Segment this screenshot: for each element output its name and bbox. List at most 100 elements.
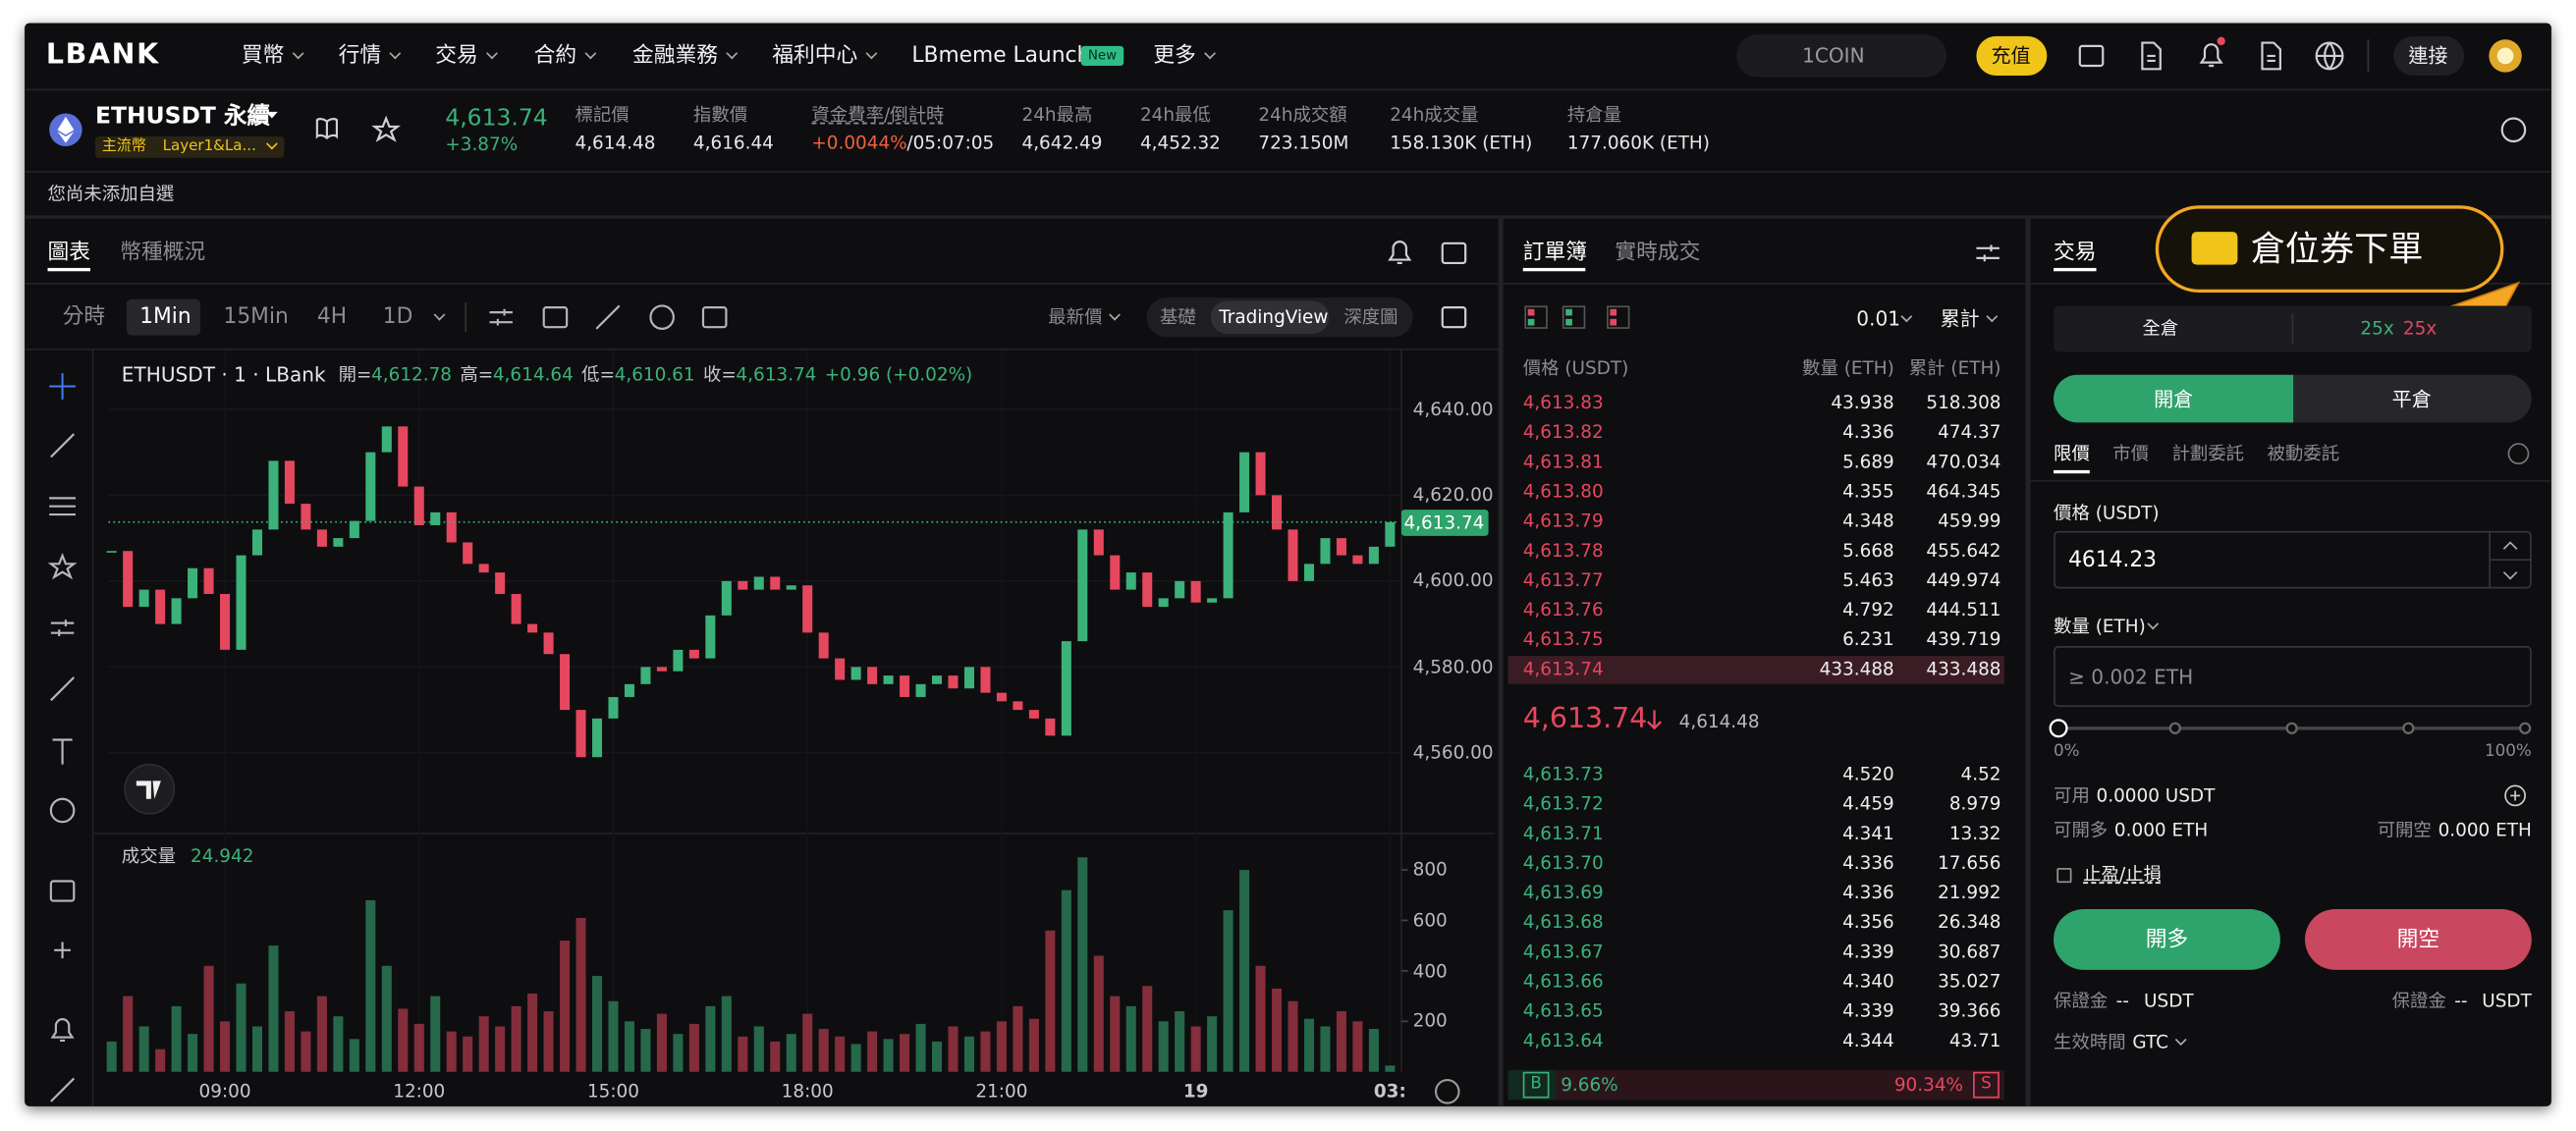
precision-select[interactable]: 0.01 [1856,307,1900,331]
nav-menu-item[interactable]: 福利中心 [772,43,858,69]
promo-text[interactable]: 倉位券下單 [2250,229,2424,269]
position-tab[interactable]: 平倉 [2391,387,2432,410]
order-type-tab[interactable]: 被動委託 [2267,443,2340,465]
orderbook-amount: 5.463 [1842,569,1894,592]
amount-input[interactable] [2054,646,2532,708]
order-type-tab[interactable]: 計劃委託 [2171,443,2245,465]
divider [465,302,467,333]
orderbook-price[interactable]: 4,613.66 [1522,971,1604,993]
nav-menu-item[interactable]: 交易 [435,43,478,69]
orderbook-price[interactable]: 4,613.74 [1522,659,1604,681]
nav-menu-item[interactable]: 合約 [533,43,577,69]
interval-option[interactable]: 分時 [62,304,106,330]
candle [1336,538,1346,556]
connect-button-text[interactable]: 連接 [2408,44,2448,68]
view-option[interactable]: 基礎 [1160,306,1196,329]
stat-label: 標記價 [575,104,630,127]
orderbook-price[interactable]: 4,613.73 [1522,762,1604,784]
funding-countdown: /05:07:05 [906,132,995,154]
nav-menu-item[interactable]: 金融業務 [632,43,719,69]
orderbook-total: 35.027 [1938,971,2001,993]
order-type-tab[interactable]: 限價 [2054,443,2090,465]
tpsl-label[interactable]: 止盈/止損 [2083,863,2162,886]
nav-menu-item[interactable]: LBmeme Launch [911,43,1091,69]
connect-button[interactable] [2393,35,2465,77]
logo: LBANK [45,38,160,72]
orderbook-price[interactable]: 4,613.64 [1522,1030,1604,1052]
orderbook-price[interactable]: 4,613.83 [1522,391,1604,413]
orderbook-price[interactable]: 4,613.78 [1522,540,1604,562]
buy-button[interactable] [2054,908,2280,970]
search-text[interactable]: 1COIN [1802,44,1865,68]
close-tab[interactable] [2293,374,2532,423]
candle [1385,521,1396,547]
orderbook-price[interactable]: 4,613.68 [1522,911,1604,934]
orderbook-price[interactable]: 4,613.67 [1522,941,1604,963]
candle [123,551,134,608]
orderbook-price[interactable]: 4,613.75 [1522,628,1604,651]
open-tab[interactable] [2054,374,2294,423]
price-source[interactable]: 最新價 [1048,306,1103,329]
margin-value: -- [2115,990,2129,1012]
view-option[interactable]: TradingView [1219,306,1329,329]
nav-menu-item[interactable]: 更多 [1153,43,1196,69]
margin-mode[interactable]: 全倉 [2142,318,2179,340]
time-in-force-value[interactable]: GTC [2132,1031,2168,1053]
sell-button-text[interactable]: 開空 [2396,927,2440,952]
tpsl-checkbox[interactable] [2056,868,2072,884]
orderbook-price[interactable]: 4,613.72 [1522,792,1604,814]
volume-bar [1303,1018,1314,1072]
nav-menu-item[interactable]: 買幣 [241,43,285,69]
depth-mode-select[interactable]: 累計 [1940,307,1980,331]
orderbook-price[interactable]: 4,613.76 [1522,599,1604,621]
orderbook-price[interactable]: 4,613.65 [1522,1000,1604,1023]
nav-menu-item[interactable]: 行情 [338,43,382,69]
price-input-value[interactable]: 4614.23 [2068,548,2158,573]
chart-tab[interactable]: 圖表 [47,241,91,266]
interval-option[interactable]: 1Min [139,304,192,330]
volume-bar [802,1013,813,1072]
interval-option[interactable]: 15Min [223,304,289,330]
trade-tab[interactable]: 交易 [2054,241,2097,266]
icon [50,1077,76,1103]
orderbook-tab[interactable]: 實時成交 [1615,241,1701,266]
layout-toggle[interactable] [1607,305,1630,329]
buy-button-text[interactable]: 開多 [2145,927,2189,952]
sell-label: S [1981,1075,1992,1094]
layout-toggle[interactable] [1562,305,1586,329]
tag: Layer1&La... [162,137,256,155]
amount-input-placeholder[interactable]: ≥ 0.002 ETH [2068,666,2194,689]
deposit-button-text[interactable]: 充值 [1991,44,2031,68]
orderbook-price[interactable]: 4,613.77 [1522,569,1604,592]
orderbook-price[interactable]: 4,613.79 [1522,510,1604,532]
volume-bar [1175,1011,1185,1072]
chart-tab[interactable]: 幣種概況 [120,241,206,266]
orderbook-price[interactable]: 4,613.80 [1522,480,1604,503]
deposit-button[interactable] [1976,35,2048,77]
layout-toggle[interactable] [1524,305,1548,329]
order-type-tab[interactable]: 市價 [2112,443,2150,465]
orderbook-price[interactable]: 4,613.70 [1522,851,1604,874]
x-tick-label: 21:00 [975,1080,1028,1103]
orderbook-price[interactable]: 4,613.81 [1522,451,1604,472]
slider-stop [2518,722,2532,734]
volume-bar [883,1039,894,1072]
interval-option[interactable]: 1D [382,304,413,330]
interval-option[interactable]: 4H [316,304,348,330]
orderbook-tab[interactable]: 訂單簿 [1522,241,1587,266]
candle [721,580,732,616]
orderbook-amount: 4.340 [1842,971,1894,993]
candle [1110,555,1121,590]
view-option[interactable]: 深度圖 [1343,306,1398,329]
sell-button[interactable] [2304,908,2532,970]
orderbook-price[interactable]: 4,613.69 [1522,882,1604,903]
position-tab[interactable]: 開倉 [2154,387,2194,410]
layout-toggle [1565,308,1572,316]
leverage-short[interactable]: 25x [2402,318,2438,340]
orderbook-price[interactable]: 4,613.71 [1522,822,1604,844]
leverage-long[interactable]: 25x [2360,318,2394,340]
symbol-name[interactable]: ETHUSDT 永續 [95,103,270,131]
search-box[interactable] [1736,34,1947,78]
orderbook-price[interactable]: 4,613.82 [1522,420,1604,443]
